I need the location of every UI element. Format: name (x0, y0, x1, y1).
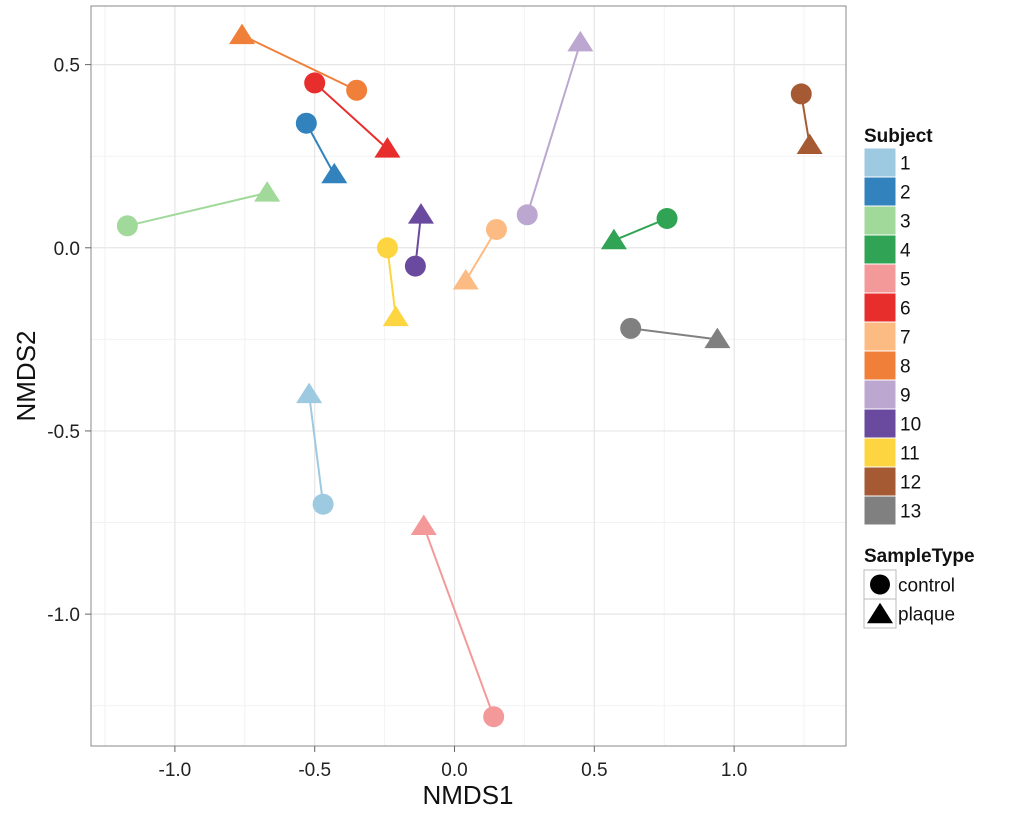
x-tick-label: 0.0 (441, 760, 467, 781)
legend-subject-label-6: 6 (900, 299, 911, 320)
point-plaque-subject-8 (229, 23, 255, 45)
point-control-subject-1 (312, 493, 334, 515)
y-tick-label: 0.0 (54, 239, 80, 260)
connector-subject-6 (314, 82, 389, 150)
legend-subject-label-11: 11 (900, 444, 920, 465)
legend-subject-label-9: 9 (900, 386, 911, 407)
x-tick-label: 1.0 (721, 760, 747, 781)
legend-subject-key-7 (863, 321, 897, 352)
y-tick-label: 0.5 (54, 56, 80, 77)
point-plaque-subject-7 (452, 269, 479, 290)
point-control-subject-12 (790, 83, 812, 105)
legend-subject-label-1: 1 (900, 154, 911, 175)
legend-subject-label-7: 7 (900, 328, 911, 349)
legend-subject-key-2 (863, 176, 897, 207)
plot-background (91, 6, 846, 746)
legend-circle-icon (870, 574, 890, 595)
plot-border (90, 5, 847, 747)
point-control-subject-11 (376, 237, 398, 259)
point-control-subject-7 (485, 218, 507, 240)
legend-subject-label-4: 4 (900, 241, 911, 262)
legend-subject-key-5 (863, 263, 897, 294)
legend-subject-key-9 (863, 379, 897, 410)
point-plaque-subject-13 (704, 327, 731, 349)
legend-subject-key-13 (863, 495, 897, 526)
point-control-subject-6 (304, 72, 326, 94)
point-control-subject-5 (483, 706, 505, 728)
legend-subject-key-8 (863, 350, 897, 381)
legend-subject-key-10 (863, 408, 897, 439)
data-points (116, 23, 823, 728)
connector-subject-1 (308, 394, 325, 505)
x-axis-title: NMDS1 (422, 780, 513, 810)
legend-subject-label-10: 10 (900, 415, 921, 436)
legend-subject-label-5: 5 (900, 270, 911, 291)
x-tick-label: -1.0 (159, 760, 192, 781)
point-plaque-subject-12 (796, 133, 823, 154)
x-tick-label: 0.5 (581, 760, 607, 781)
legend-subject-key-6 (863, 292, 897, 323)
connector-subject-13 (630, 327, 718, 341)
connector-subject-3 (127, 191, 268, 227)
point-plaque-subject-9 (567, 30, 594, 52)
legend-subject-label-12: 12 (900, 473, 921, 494)
legend-sampletype-label-plaque: plaque (898, 605, 955, 626)
legend-sampletype-label-control: control (898, 576, 955, 597)
point-control-subject-2 (295, 112, 317, 134)
y-tick-label: -1.0 (47, 605, 80, 626)
legend-subject-key-1 (863, 147, 897, 178)
point-control-subject-3 (116, 215, 138, 237)
legend-sampletype-title: SampleType (864, 546, 975, 567)
legend-subject-label-13: 13 (900, 502, 921, 523)
point-plaque-subject-2 (321, 162, 348, 184)
legend-subject-title: Subject (864, 126, 933, 147)
point-control-subject-8 (346, 79, 368, 101)
connector-subject-8 (241, 34, 358, 92)
legend-subject-label-2: 2 (900, 183, 911, 204)
point-control-subject-4 (656, 207, 678, 229)
point-plaque-subject-3 (254, 181, 281, 202)
x-tick-label: -0.5 (298, 760, 331, 781)
point-control-subject-10 (404, 255, 426, 277)
point-plaque-subject-6 (374, 137, 401, 158)
legend-subject-key-4 (863, 234, 897, 265)
axes: -1.0 -0.5 0.0 0.5 1.0 -1.0 -0.5 0.0 0.5 (47, 56, 747, 781)
y-axis-title: NMDS2 (11, 330, 41, 421)
connector-subject-5 (422, 525, 495, 718)
legend-subject-key-11 (863, 437, 897, 468)
y-tick-label: -0.5 (47, 422, 80, 443)
legend-subject-key-3 (863, 205, 897, 236)
point-control-subject-9 (516, 204, 538, 226)
connector-subject-9 (526, 42, 582, 216)
legend-subject-label-8: 8 (900, 357, 911, 378)
point-plaque-subject-5 (410, 514, 437, 535)
legend-subject-label-3: 3 (900, 212, 911, 233)
point-plaque-subject-1 (296, 382, 323, 404)
connector-subject-11 (386, 247, 397, 318)
point-control-subject-13 (620, 317, 642, 339)
point-plaque-subject-4 (600, 228, 627, 250)
point-plaque-subject-11 (382, 305, 409, 327)
legend-triangle-icon (867, 602, 893, 624)
legend-sampletype: SampleType control plaque (863, 546, 975, 629)
point-plaque-subject-10 (407, 203, 434, 224)
legend-subject-key-12 (863, 466, 897, 497)
